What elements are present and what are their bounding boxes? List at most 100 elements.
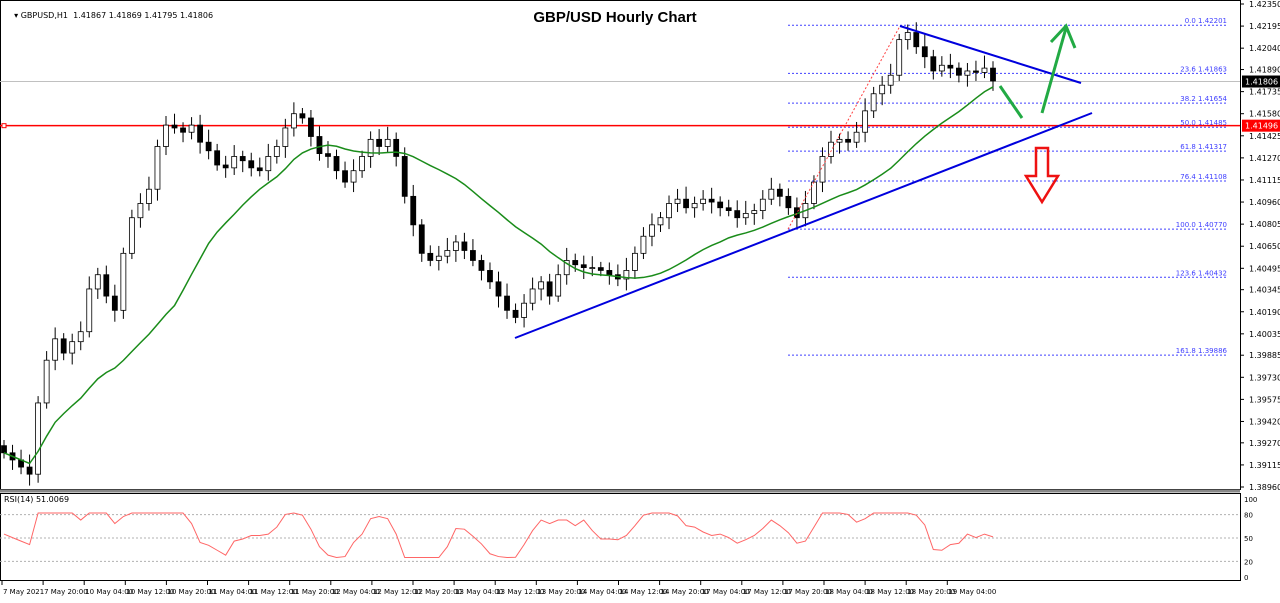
time-label: 17 May 12:00 bbox=[743, 588, 791, 596]
candle-body bbox=[572, 260, 579, 266]
price-tick-label: 1.40345 bbox=[1249, 286, 1280, 295]
time-label: 12 May 20:00 bbox=[414, 588, 462, 596]
fib-level-label: 100.0 1.40770 bbox=[1176, 221, 1227, 229]
price-tick-label: 1.42195 bbox=[1249, 22, 1280, 31]
price-tick-label: 1.38960 bbox=[1249, 483, 1280, 492]
candle-body bbox=[299, 113, 306, 119]
candle-body bbox=[896, 39, 903, 76]
time-label: 14 May 20:00 bbox=[661, 588, 709, 596]
candle-body bbox=[597, 267, 604, 271]
price-tick-label: 1.39575 bbox=[1249, 395, 1280, 404]
green-dip-arrow bbox=[998, 85, 1024, 119]
rising-trendline[interactable] bbox=[514, 112, 1093, 339]
candle-body bbox=[290, 113, 297, 129]
candle-body bbox=[43, 359, 50, 404]
candle-body bbox=[904, 32, 911, 41]
price-tick-label: 1.39115 bbox=[1249, 461, 1280, 470]
candle-body bbox=[691, 203, 698, 209]
candle-body bbox=[725, 207, 732, 211]
candle-body bbox=[666, 203, 672, 219]
candle-body bbox=[921, 46, 928, 58]
time-label: 13 May 12:00 bbox=[496, 588, 544, 596]
candle-body bbox=[452, 241, 459, 251]
candle-body bbox=[563, 260, 570, 276]
price-tick-label: 1.39885 bbox=[1249, 351, 1280, 360]
candle-body bbox=[938, 64, 945, 72]
price-tick-label: 1.41115 bbox=[1249, 176, 1280, 185]
candle-body bbox=[674, 198, 681, 204]
time-label: 13 May 20:00 bbox=[537, 588, 585, 596]
fib-level-label: 76.4 1.41108 bbox=[1180, 173, 1227, 181]
candle-body bbox=[384, 138, 391, 147]
candle-body bbox=[239, 156, 246, 162]
candle-body bbox=[94, 274, 101, 290]
time-label: 14 May 04:00 bbox=[578, 588, 626, 596]
rsi-label: RSI(14) 51.0069 bbox=[4, 495, 70, 504]
candle-body bbox=[120, 252, 127, 311]
candle-body bbox=[538, 281, 545, 290]
candle-body bbox=[154, 146, 161, 190]
candle-body bbox=[632, 252, 638, 271]
candle-body bbox=[947, 64, 954, 69]
candle-body bbox=[470, 250, 476, 261]
candle-body bbox=[930, 56, 937, 72]
falling-trendline[interactable] bbox=[899, 25, 1082, 84]
candle-body bbox=[504, 295, 510, 311]
rsi-tick-label: 50 bbox=[1244, 535, 1253, 543]
fib-level-label: 161.8 1.39886 bbox=[1176, 347, 1228, 355]
candle-body bbox=[529, 288, 536, 304]
candle-body bbox=[333, 156, 340, 172]
candle-body bbox=[325, 153, 331, 157]
candle-body bbox=[197, 124, 203, 143]
support-price-text: 1.41496 bbox=[1245, 122, 1278, 131]
candle-body bbox=[751, 210, 758, 214]
candle-body bbox=[137, 203, 144, 219]
candle-body bbox=[69, 341, 76, 354]
time-label: 12 May 04:00 bbox=[332, 588, 380, 596]
price-tick-label: 1.41735 bbox=[1249, 88, 1280, 97]
candle-body bbox=[393, 138, 400, 157]
candle-body bbox=[879, 84, 886, 95]
dropdown-triangle-icon[interactable]: ▾ bbox=[14, 11, 21, 20]
candle-body bbox=[580, 264, 587, 268]
candle-body bbox=[768, 188, 775, 200]
candle-body bbox=[103, 274, 110, 297]
candle-body bbox=[342, 170, 348, 183]
candle-body bbox=[256, 167, 263, 172]
candle-body bbox=[521, 302, 527, 318]
candle-body bbox=[171, 124, 178, 129]
candle-body bbox=[555, 274, 562, 297]
time-label: 10 May 20:00 bbox=[167, 588, 215, 596]
time-label: 18 May 04:00 bbox=[825, 588, 873, 596]
candle-body bbox=[990, 67, 996, 82]
moving-average-line bbox=[3, 86, 994, 465]
candle-body bbox=[913, 32, 920, 48]
candle-body bbox=[308, 117, 314, 137]
fib-level-label: 23.6 1.41863 bbox=[1180, 65, 1227, 73]
fib-diagonal bbox=[787, 25, 901, 230]
price-tick-label: 1.41580 bbox=[1249, 110, 1280, 119]
time-label: 17 May 04:00 bbox=[702, 588, 750, 596]
candle-body bbox=[86, 288, 93, 333]
candle-body bbox=[819, 156, 826, 183]
candle-body bbox=[973, 70, 979, 73]
candle-body bbox=[444, 250, 451, 257]
candle-body bbox=[376, 138, 383, 147]
symbol-info[interactable]: ▾ GBPUSD,H1 1.41867 1.41869 1.41795 1.41… bbox=[4, 2, 213, 29]
candle-body bbox=[435, 255, 442, 261]
candle-body bbox=[26, 466, 33, 475]
candle-body bbox=[700, 198, 707, 204]
rsi-tick-label: 0 bbox=[1244, 574, 1248, 582]
time-label: 18 May 12:00 bbox=[866, 588, 914, 596]
candle-body bbox=[776, 188, 783, 197]
price-tick-label: 1.39730 bbox=[1249, 373, 1280, 382]
line-anchor-handle[interactable] bbox=[1, 123, 7, 129]
price-tick-label: 1.40805 bbox=[1249, 220, 1280, 229]
candle-body bbox=[214, 150, 221, 166]
rsi-tick-label: 80 bbox=[1244, 512, 1253, 520]
candle-body bbox=[231, 156, 238, 169]
candle-body bbox=[35, 402, 42, 475]
time-label: 13 May 04:00 bbox=[455, 588, 503, 596]
time-label: 7 May 20:00 bbox=[44, 588, 88, 596]
